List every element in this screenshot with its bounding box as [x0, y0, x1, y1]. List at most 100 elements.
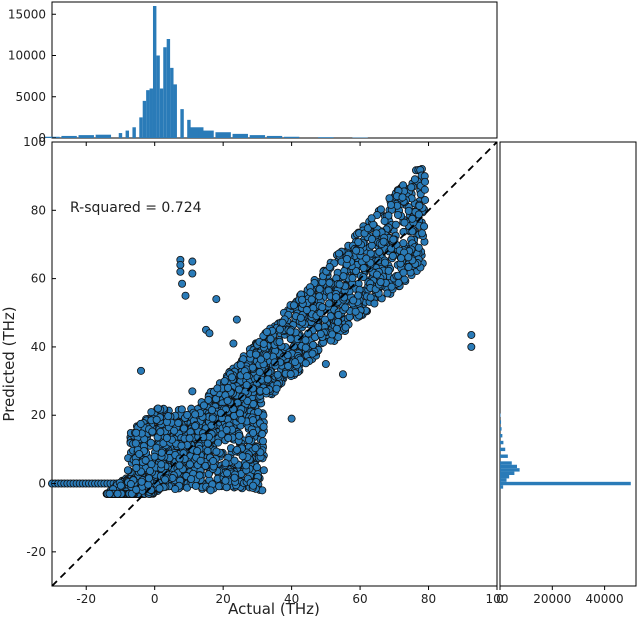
scatter-point	[316, 329, 325, 338]
histogram-bar	[500, 420, 502, 424]
scatter-point	[147, 408, 156, 417]
scatter-point	[146, 438, 155, 447]
scatter-point	[199, 433, 208, 442]
scatter-point	[214, 438, 223, 447]
scatter-point	[187, 474, 196, 483]
scatter-point	[388, 252, 397, 261]
scatter-point	[275, 325, 284, 334]
scatter-point	[193, 446, 202, 455]
scatter-point	[349, 296, 358, 305]
scatter-point	[258, 486, 267, 495]
scatter-point	[389, 235, 398, 244]
scatter-point	[213, 384, 222, 393]
scatter-point	[275, 337, 284, 346]
histogram-bar	[283, 136, 300, 138]
scatter-point	[287, 414, 296, 423]
scatter-point	[204, 470, 213, 479]
scatter-point	[289, 342, 298, 351]
scatter-point	[286, 327, 295, 336]
scatter-point	[270, 358, 279, 367]
scatter-point	[126, 480, 135, 489]
scatter-point	[366, 249, 375, 258]
scatter-point	[105, 489, 114, 498]
right-histogram-xticks: 0 20000 40000	[496, 586, 624, 606]
r-squared-annotation: R-squared = 0.724	[70, 200, 202, 216]
histogram-bar	[149, 88, 153, 138]
scatter-point	[203, 446, 212, 455]
scatter-point	[376, 205, 385, 214]
scatter-point	[325, 278, 334, 287]
scatter-point	[156, 427, 165, 436]
scatter-point	[145, 466, 154, 475]
scatter-point	[181, 291, 190, 300]
x-tick-label: 0	[151, 592, 159, 606]
histogram-bar	[198, 130, 214, 138]
histogram-bar	[163, 47, 167, 138]
scatter-point	[376, 278, 385, 287]
scatter-point	[315, 292, 324, 301]
histogram-bar	[139, 117, 143, 138]
scatter-point	[224, 434, 233, 443]
scatter-point	[384, 211, 393, 220]
scatter-point	[321, 359, 330, 368]
scatter-point	[399, 239, 408, 248]
scatter-point	[174, 419, 183, 428]
top-histogram-bars	[44, 6, 368, 138]
scatter-point	[321, 315, 330, 324]
scatter-point	[152, 443, 161, 452]
scatter-point	[147, 460, 156, 469]
scatter-point	[286, 334, 295, 343]
scatter-point	[339, 272, 348, 281]
scatter-point	[359, 263, 368, 272]
scatter-point	[420, 177, 429, 186]
scatter-points	[136, 196, 476, 423]
scatter-point	[164, 412, 173, 421]
x-tick-label: 80	[421, 592, 436, 606]
scatter-point	[176, 267, 185, 276]
histogram-bar	[78, 135, 94, 138]
histogram-bar	[500, 468, 520, 472]
main-xticks: -20 0 20 40 60 80 100	[76, 142, 508, 606]
y-tick-label: 10000	[8, 49, 46, 63]
scatter-point	[222, 426, 231, 435]
histogram-bar	[500, 440, 504, 445]
histogram-bar	[180, 109, 184, 138]
scatter-point	[259, 339, 268, 348]
scatter-point	[420, 222, 429, 231]
scatter-point	[152, 415, 161, 424]
histogram-bar	[500, 461, 512, 465]
scatter-point	[385, 194, 394, 203]
histogram-bar	[500, 427, 502, 431]
histogram-bar	[500, 485, 504, 489]
scatter-point	[289, 301, 298, 310]
scatter-point	[366, 293, 375, 302]
histogram-bar	[249, 135, 266, 138]
scatter-point	[400, 218, 409, 227]
scatter-point	[132, 428, 141, 437]
scatter-point	[150, 452, 159, 461]
scatter-point	[243, 396, 252, 405]
scatter-point	[262, 387, 271, 396]
scatter-point	[286, 370, 295, 379]
scatter-point	[420, 185, 429, 194]
scatter-point	[227, 373, 236, 382]
scatter-point	[242, 461, 251, 470]
scatter-point	[162, 434, 171, 443]
scatter-point	[235, 409, 244, 418]
scatter-point	[421, 196, 430, 205]
scatter-point	[203, 439, 212, 448]
y-axis-label: Predicted (THz)	[0, 306, 18, 421]
scatter-point	[137, 477, 146, 486]
scatter-point	[307, 295, 316, 304]
y-tick-label: 15000	[8, 7, 46, 21]
scatter-point	[273, 370, 282, 379]
histogram-bar	[215, 132, 231, 138]
scatter-point	[188, 257, 197, 266]
scatter-point	[208, 414, 217, 423]
scatter-point	[205, 329, 214, 338]
scatter-point	[381, 258, 390, 267]
scatter-point	[258, 429, 267, 438]
histogram-bar	[125, 130, 130, 138]
scatter-point	[301, 359, 310, 368]
scatter-point	[391, 220, 400, 229]
